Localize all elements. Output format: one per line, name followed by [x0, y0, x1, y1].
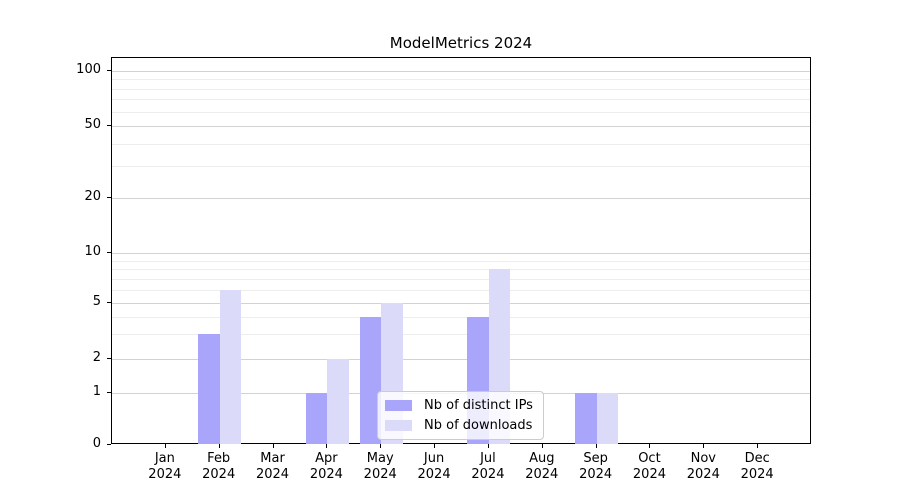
x-tick-month: May — [366, 451, 394, 466]
x-axis-tick-label: Dec 2024 — [727, 451, 787, 483]
y-axis-tick-label: 5 — [92, 294, 101, 309]
x-tick-year: 2024 — [255, 467, 290, 482]
x-axis-tick-label: Mar 2024 — [243, 451, 303, 483]
x-tick-mark — [326, 444, 328, 448]
bar-downloads — [596, 393, 619, 444]
bar-downloads — [219, 289, 242, 444]
legend: Nb of distinct IPs Nb of downloads — [377, 391, 544, 440]
x-tick-month: Apr — [315, 451, 338, 466]
x-axis-tick-label: Oct 2024 — [619, 451, 679, 483]
gridline-minor — [112, 316, 810, 318]
x-tick-month: Dec — [744, 451, 770, 466]
x-tick-year: 2024 — [202, 467, 236, 482]
x-tick-year: 2024 — [363, 467, 397, 482]
chart-title: ModelMetrics 2024 — [389, 34, 533, 52]
gridline-minor — [112, 278, 810, 280]
y-axis-tick-label: 0 — [92, 436, 101, 451]
y-tick-mark — [107, 70, 111, 71]
x-tick-mark — [757, 444, 759, 448]
x-tick-mark — [649, 444, 651, 448]
y-axis-tick-label: 20 — [84, 189, 101, 204]
x-axis-tick-label: Aug 2024 — [512, 451, 572, 483]
gridline-minor — [112, 143, 810, 145]
y-tick-mark — [107, 252, 111, 253]
x-tick-month: Sep — [583, 451, 608, 466]
bar-downloads — [327, 359, 349, 444]
gridline-minor — [112, 111, 810, 113]
x-tick-mark — [595, 444, 597, 448]
x-axis-tick-label: Jan 2024 — [135, 451, 195, 483]
x-axis-tick-label: Feb 2024 — [189, 451, 249, 483]
gridline-minor — [112, 289, 810, 291]
x-tick-month: Jan — [154, 451, 175, 466]
bar-distinct-ips — [305, 393, 328, 444]
x-tick-mark — [164, 444, 166, 448]
x-tick-month: Jun — [423, 451, 445, 466]
gridline-major — [112, 359, 810, 360]
bar-distinct-ips — [575, 393, 597, 444]
legend-label-downloads: Nb of downloads — [424, 418, 533, 433]
y-tick-mark — [107, 444, 111, 445]
gridline-major — [112, 126, 810, 127]
x-axis-tick-label: Jun 2024 — [404, 451, 464, 483]
gridline-minor — [112, 166, 810, 168]
x-tick-mark — [380, 444, 382, 448]
x-tick-month: Oct — [638, 451, 661, 466]
legend-item-downloads: Nb of downloads — [385, 418, 533, 433]
x-axis-tick-label: May 2024 — [350, 451, 410, 483]
y-axis-tick-label: 100 — [76, 62, 101, 77]
x-tick-year: 2024 — [686, 467, 720, 482]
x-axis-tick-label: Jul 2024 — [458, 451, 518, 483]
bar-distinct-ips — [359, 316, 382, 444]
y-tick-mark — [107, 302, 111, 303]
x-axis-tick-label: Nov 2024 — [673, 451, 733, 483]
x-tick-year: 2024 — [417, 467, 451, 482]
gridline-major — [112, 198, 810, 199]
y-tick-mark — [107, 358, 111, 359]
x-tick-year: 2024 — [471, 467, 505, 482]
x-tick-year: 2024 — [632, 467, 666, 482]
y-axis-tick-label: 10 — [84, 244, 101, 259]
gridline-minor — [112, 79, 810, 81]
gridline-minor — [112, 334, 810, 336]
gridline-minor — [112, 88, 810, 90]
gridline-minor — [112, 269, 810, 271]
x-tick-year: 2024 — [740, 467, 774, 482]
x-tick-mark — [218, 444, 220, 448]
x-axis-tick-label: Sep 2024 — [566, 451, 626, 483]
y-tick-mark — [107, 125, 111, 126]
x-tick-year: 2024 — [579, 467, 613, 482]
legend-swatch-distinct-ips — [385, 400, 412, 411]
legend-item-distinct-ips: Nb of distinct IPs — [385, 398, 533, 413]
y-tick-mark — [107, 197, 111, 198]
gridline-major — [112, 253, 810, 254]
x-tick-mark — [272, 444, 274, 448]
x-tick-month: Jul — [480, 451, 496, 466]
y-tick-mark — [107, 392, 111, 393]
legend-label-distinct-ips: Nb of distinct IPs — [424, 398, 533, 413]
x-tick-month: Mar — [260, 451, 285, 466]
gridline-minor — [112, 260, 810, 262]
gridline-minor — [112, 99, 810, 101]
y-axis-tick-label: 1 — [92, 384, 101, 399]
x-tick-year: 2024 — [309, 467, 343, 482]
bar-distinct-ips — [198, 334, 220, 444]
x-tick-month: Nov — [690, 451, 716, 466]
x-tick-mark — [434, 444, 436, 448]
x-tick-month: Aug — [529, 451, 555, 466]
x-tick-mark — [703, 444, 705, 448]
x-tick-year: 2024 — [525, 467, 559, 482]
x-tick-year: 2024 — [148, 467, 182, 482]
x-axis-tick-label: Apr 2024 — [296, 451, 356, 483]
x-tick-mark — [541, 444, 543, 448]
plot-area — [111, 57, 811, 444]
legend-swatch-downloads — [385, 420, 412, 431]
x-tick-mark — [487, 444, 489, 448]
gridline-major — [112, 303, 810, 304]
x-tick-month: Feb — [207, 451, 231, 466]
y-axis-tick-label: 50 — [84, 117, 101, 132]
gridline-major — [112, 71, 810, 72]
y-axis-tick-label: 2 — [92, 350, 101, 365]
